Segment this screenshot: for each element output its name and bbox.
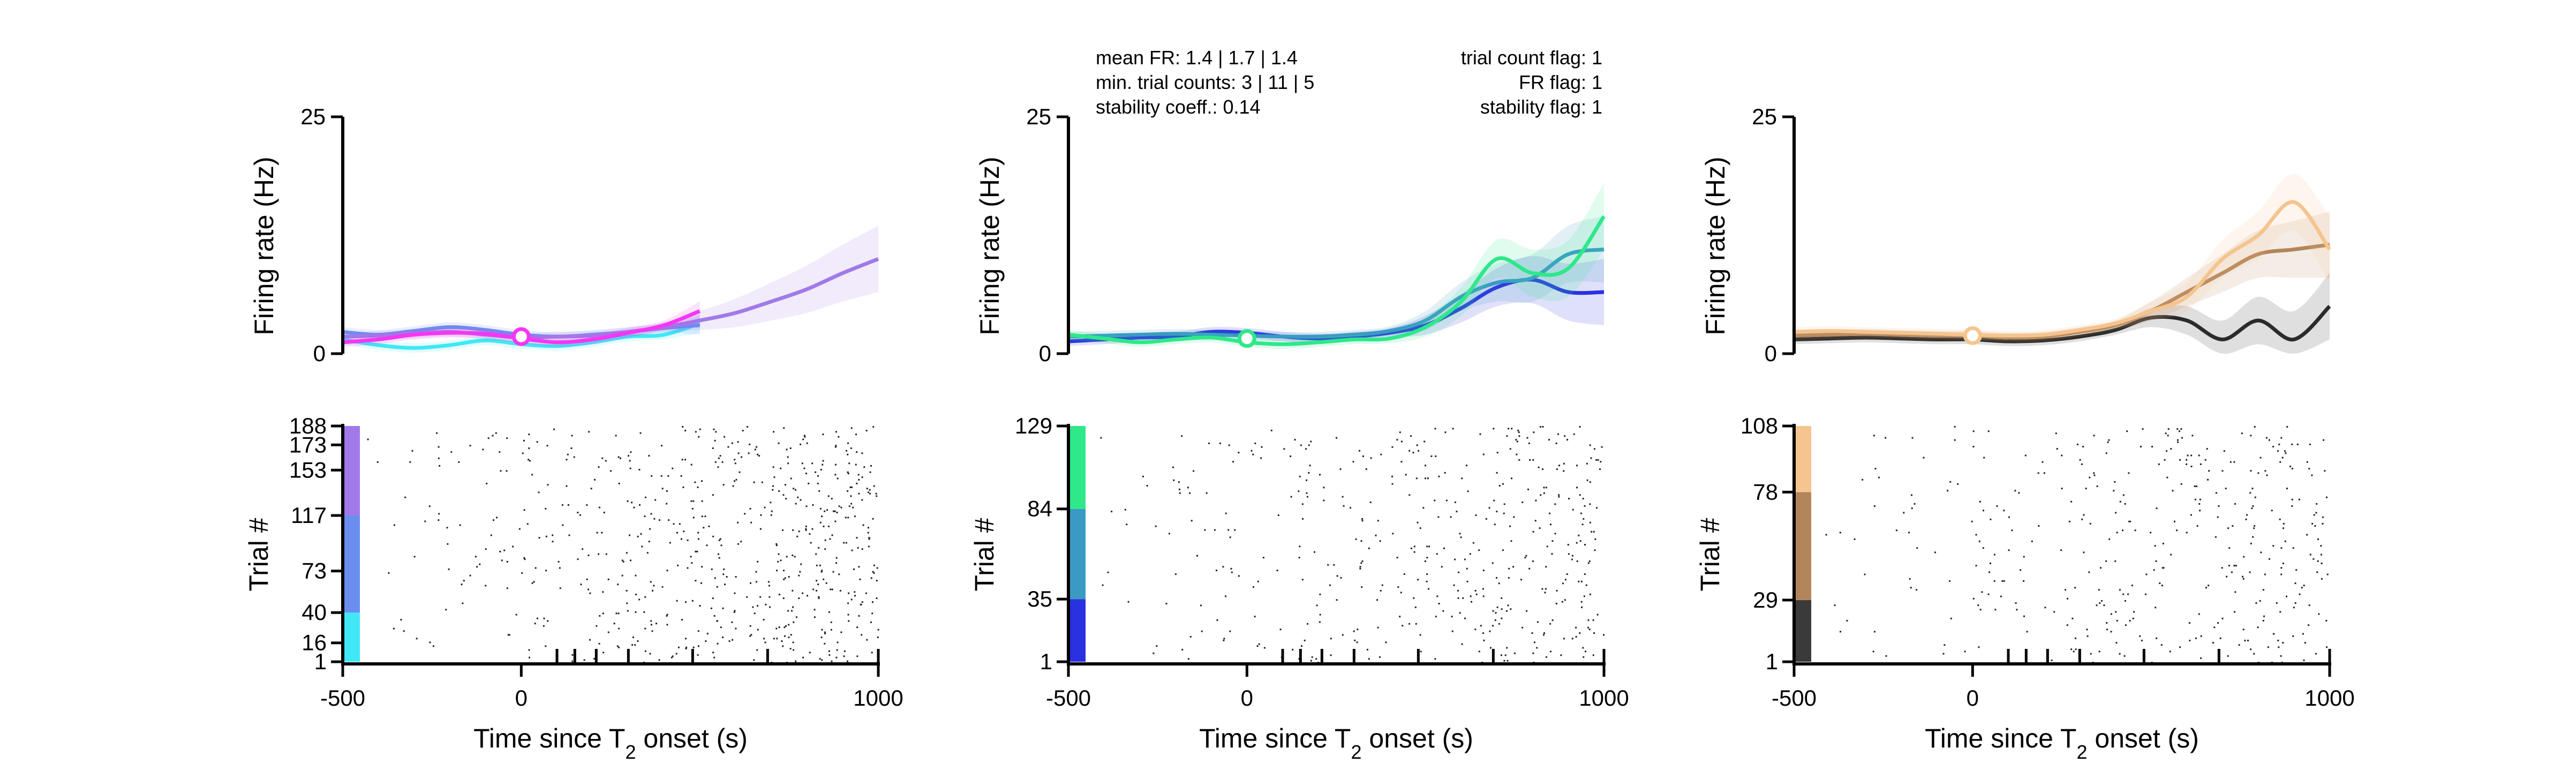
annotation-left-line: min. trial counts: 3 | 11 | 5 bbox=[1096, 71, 1314, 93]
raster-y-axis-title: Trial # bbox=[1695, 518, 1725, 591]
annotation-right-line: FR flag: 1 bbox=[1519, 71, 1602, 93]
raster-y-axis-title: Trial # bbox=[969, 518, 999, 591]
series-band bbox=[1794, 273, 2330, 354]
series-line bbox=[1068, 248, 1605, 339]
raster-y-tick-label: 173 bbox=[289, 432, 327, 457]
raster-y-tick-label: 29 bbox=[1753, 587, 1778, 612]
raster-y-tick-label: 1 bbox=[1766, 649, 1778, 674]
raster-y-tick-label: 117 bbox=[291, 503, 327, 528]
series-line bbox=[1794, 305, 2331, 343]
condition-bar-segment bbox=[1794, 492, 1811, 600]
condition-bar-segment bbox=[1794, 426, 1811, 492]
x-tick-label: 0 bbox=[1241, 685, 1253, 711]
raster-y-tick-label: 35 bbox=[1027, 586, 1052, 611]
raster-y-tick-label: 73 bbox=[302, 558, 327, 584]
condition-bar-segment bbox=[343, 612, 360, 662]
onset-marker bbox=[1237, 329, 1256, 348]
raster-y-tick-label: 1 bbox=[314, 649, 327, 674]
raster-y-tick-label: 188 bbox=[289, 413, 327, 438]
series-band bbox=[343, 226, 878, 342]
raster-y-tick-label: 108 bbox=[1741, 413, 1778, 438]
raster-plot: 1 35 84 129 Trial # -500 0 1000 Time since T2 on… bbox=[969, 413, 1629, 763]
series-band bbox=[1068, 216, 1604, 342]
y-tick-label: 0 bbox=[1039, 341, 1051, 366]
series-band bbox=[343, 313, 700, 353]
y-tick-label: 25 bbox=[1026, 104, 1051, 129]
raster-y-tick-label: 153 bbox=[289, 457, 327, 482]
series-band bbox=[1794, 211, 2330, 342]
series-band bbox=[1068, 183, 1604, 349]
y-tick-label: 0 bbox=[1765, 341, 1777, 366]
y-tick-label: 0 bbox=[313, 341, 326, 366]
raster-y-tick-label: 84 bbox=[1027, 496, 1052, 521]
x-tick-label: 1000 bbox=[2304, 685, 2354, 711]
x-axis-title: Time since T2 onset (s) bbox=[473, 723, 748, 763]
annotation-left-line: stability coeff.: 0.14 bbox=[1096, 96, 1261, 118]
condition-bar-segment bbox=[343, 426, 360, 516]
x-axis-title: Time since T2 onset (s) bbox=[1925, 723, 2199, 763]
series-line bbox=[1068, 215, 1606, 346]
raster-y-tick-label: 78 bbox=[1753, 479, 1778, 504]
annotation-right-line: trial count flag: 1 bbox=[1461, 47, 1602, 69]
x-tick-label: -500 bbox=[320, 685, 365, 711]
x-tick-label: 0 bbox=[515, 685, 528, 711]
x-axis-title: Time since T2 onset (s) bbox=[1199, 723, 1473, 763]
condition-bar-segment bbox=[1068, 599, 1086, 662]
y-tick-label: 25 bbox=[300, 104, 326, 129]
raster-y-tick-label: 1 bbox=[1040, 649, 1052, 674]
spike-dots bbox=[1825, 426, 2330, 663]
annotation-right-line: stability flag: 1 bbox=[1480, 96, 1602, 118]
annotation-left-line: mean FR: 1.4 | 1.7 | 1.4 bbox=[1096, 47, 1298, 69]
raster-y-tick-label: 16 bbox=[302, 630, 327, 655]
x-tick-label: -500 bbox=[1772, 685, 1817, 711]
x-tick-label: -500 bbox=[1046, 685, 1091, 711]
x-tick-label: 1000 bbox=[1579, 685, 1629, 711]
raster-y-tick-label: 40 bbox=[302, 600, 327, 625]
line-plot: 0 25 Firing rate (Hz) bbox=[249, 104, 879, 366]
x-tick-label: 1000 bbox=[853, 685, 903, 711]
condition-bar-segment bbox=[1794, 600, 1811, 662]
onset-marker bbox=[511, 327, 531, 346]
series-band bbox=[1794, 174, 2330, 341]
raster-y-tick-label: 129 bbox=[1015, 413, 1052, 438]
spike-dots bbox=[1100, 426, 1605, 663]
condition-bar-segment bbox=[1068, 509, 1086, 600]
series-line bbox=[1794, 200, 2331, 338]
onset-marker bbox=[1963, 326, 1982, 345]
raster-y-axis-title: Trial # bbox=[244, 518, 274, 591]
x-tick-label: 0 bbox=[1967, 685, 1979, 711]
y-axis-title: Firing rate (Hz) bbox=[249, 156, 279, 335]
y-axis-title: Firing rate (Hz) bbox=[1700, 156, 1730, 335]
spike-dots bbox=[367, 426, 879, 663]
y-tick-label: 25 bbox=[1752, 104, 1777, 129]
line-plot: 0 25 Firing rate (Hz) bbox=[975, 104, 1606, 366]
line-plot: 0 25 Firing rate (Hz) bbox=[1700, 104, 2331, 366]
condition-bar-segment bbox=[343, 515, 360, 613]
condition-bar-segment bbox=[1068, 426, 1086, 509]
y-axis-title: Firing rate (Hz) bbox=[975, 156, 1005, 335]
raster-plot: 1 29 78 108 Trial # -500 0 1000 Time since T2 on… bbox=[1695, 413, 2355, 763]
